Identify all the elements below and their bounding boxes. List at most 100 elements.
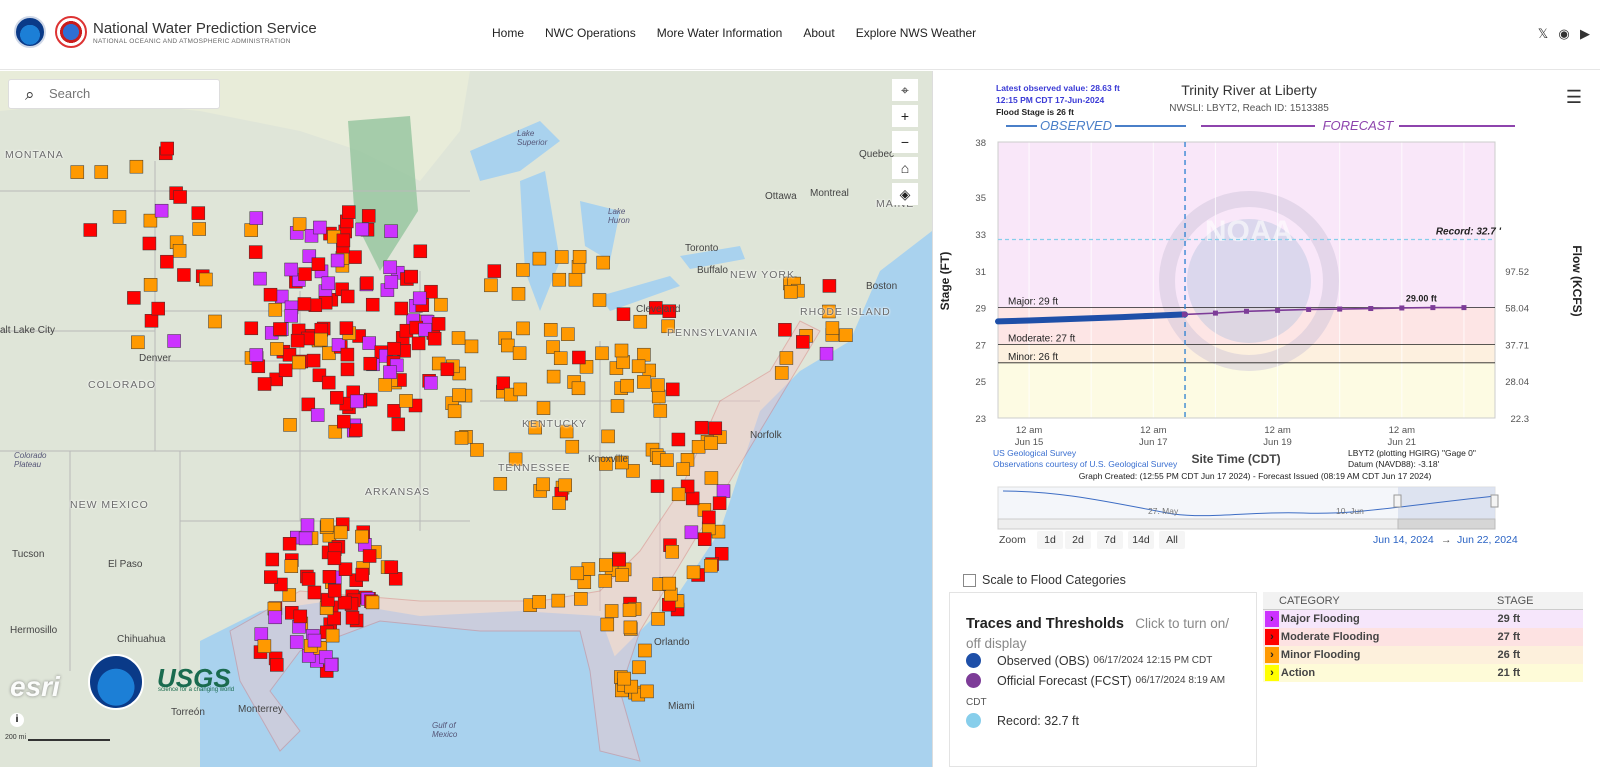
gauge-marker[interactable] — [320, 518, 335, 532]
gauge-marker[interactable] — [144, 314, 159, 328]
gauge-marker[interactable] — [508, 452, 523, 467]
gauge-marker[interactable] — [362, 336, 376, 350]
gauge-marker[interactable] — [424, 376, 438, 390]
gauge-marker[interactable] — [598, 574, 613, 588]
gauge-marker[interactable] — [404, 269, 418, 284]
gauge-marker[interactable] — [378, 378, 392, 392]
zoom-button[interactable] — [1065, 531, 1091, 549]
gauge-marker[interactable] — [340, 347, 355, 362]
gauge-marker[interactable] — [452, 388, 466, 402]
gauge-marker[interactable] — [127, 291, 141, 305]
gauge-marker[interactable] — [273, 322, 287, 336]
map-canvas[interactable] — [0, 71, 932, 767]
gauge-marker[interactable] — [365, 595, 380, 610]
gauge-marker[interactable] — [333, 525, 348, 540]
scale-checkbox[interactable] — [963, 573, 976, 587]
gauge-marker[interactable] — [532, 595, 546, 609]
chevron-right-icon[interactable]: › — [1265, 611, 1279, 627]
gauge-marker[interactable] — [411, 336, 426, 351]
gauge-marker[interactable] — [192, 222, 206, 236]
noaa-logo[interactable] — [14, 16, 46, 48]
gauge-marker[interactable] — [282, 537, 297, 551]
gauge-marker[interactable] — [70, 165, 85, 179]
brand-title[interactable]: National Water Prediction Service — [93, 20, 317, 37]
gauge-marker[interactable] — [325, 628, 340, 643]
gauge-marker[interactable] — [704, 471, 719, 485]
gauge-marker[interactable] — [574, 592, 588, 606]
gauge-marker[interactable] — [412, 291, 427, 306]
gauge-marker[interactable] — [546, 340, 560, 354]
gauge-marker[interactable] — [293, 609, 308, 624]
gauge-marker[interactable] — [704, 558, 718, 573]
gauge-marker[interactable] — [284, 262, 298, 277]
gauge-marker[interactable] — [284, 309, 298, 323]
nav-more-water-information[interactable]: More Water Information — [656, 26, 783, 40]
gauge-marker[interactable] — [143, 278, 158, 292]
gauge-marker[interactable] — [298, 267, 312, 281]
gauge-marker[interactable] — [337, 595, 352, 610]
gauge-marker[interactable] — [337, 414, 351, 429]
gauge-marker[interactable] — [172, 244, 187, 258]
gauge-marker[interactable] — [528, 420, 542, 435]
gauge-marker[interactable] — [779, 351, 794, 365]
zoom-out-icon[interactable]: − — [892, 131, 918, 153]
layers-icon[interactable]: ◈ — [892, 183, 918, 205]
zoom-button[interactable] — [1159, 531, 1185, 549]
gauge-marker[interactable] — [151, 301, 165, 316]
gauge-marker[interactable] — [716, 484, 731, 498]
nws-logo[interactable] — [55, 16, 87, 48]
gauge-marker[interactable] — [384, 560, 399, 574]
gauge-marker[interactable] — [348, 250, 362, 264]
gauge-marker[interactable] — [552, 272, 567, 287]
gauge-marker[interactable] — [671, 432, 686, 447]
gauge-marker[interactable] — [553, 351, 568, 365]
gauge-marker[interactable] — [561, 327, 575, 341]
nav-explore-nws-weather[interactable]: Explore NWS Weather — [855, 26, 977, 40]
gauge-marker[interactable] — [387, 341, 401, 356]
gauge-marker[interactable] — [253, 271, 267, 286]
gauge-marker[interactable] — [265, 552, 280, 567]
gauge-marker[interactable] — [257, 377, 272, 391]
gauge-marker[interactable] — [697, 532, 712, 546]
chevron-right-icon[interactable]: › — [1265, 647, 1279, 663]
gauge-marker[interactable] — [610, 399, 625, 413]
x-icon[interactable]: 𝕏 — [1537, 26, 1549, 41]
gauge-marker[interactable] — [616, 355, 630, 369]
gauge-marker[interactable] — [546, 369, 561, 384]
gauge-marker[interactable] — [310, 408, 325, 422]
gauge-marker[interactable] — [653, 404, 668, 418]
gauge-marker[interactable] — [268, 610, 282, 625]
gauge-marker[interactable] — [572, 350, 586, 365]
gauge-marker[interactable] — [306, 353, 321, 368]
gauge-marker[interactable] — [572, 250, 587, 264]
gauge-marker[interactable] — [665, 545, 679, 559]
gauge-marker[interactable] — [565, 439, 580, 454]
zoom-button[interactable] — [1097, 531, 1123, 549]
gauge-marker[interactable] — [290, 333, 305, 348]
gauge-marker[interactable] — [638, 643, 652, 658]
gauge-marker[interactable] — [431, 317, 446, 331]
gauge-marker[interactable] — [600, 617, 615, 632]
gauge-marker[interactable] — [650, 479, 665, 493]
gauge-marker[interactable] — [570, 566, 584, 581]
gauge-marker[interactable] — [361, 209, 376, 223]
gauge-marker[interactable] — [384, 224, 398, 238]
gauge-marker[interactable] — [822, 279, 837, 293]
gauge-marker[interactable] — [501, 338, 515, 353]
gauge-marker[interactable] — [702, 510, 716, 525]
gauge-marker[interactable] — [330, 391, 344, 405]
coastal-hazard-area[interactable] — [229, 320, 821, 762]
category-row-minor[interactable]: › Minor Flooding 26 ft — [1263, 646, 1583, 664]
gauge-marker[interactable] — [633, 314, 648, 329]
gauge-marker[interactable] — [268, 303, 283, 317]
gauge-marker[interactable] — [532, 251, 547, 266]
gauge-marker[interactable] — [292, 355, 306, 370]
gauge-marker[interactable] — [340, 362, 355, 377]
gauge-marker[interactable] — [686, 565, 701, 580]
gauge-marker[interactable] — [278, 363, 293, 378]
gauge-marker[interactable] — [383, 365, 397, 379]
gauge-marker[interactable] — [684, 525, 699, 540]
gauge-marker[interactable] — [129, 159, 144, 174]
gauge-marker[interactable] — [355, 222, 369, 237]
nav-nwc-operations[interactable]: NWC Operations — [545, 26, 636, 40]
